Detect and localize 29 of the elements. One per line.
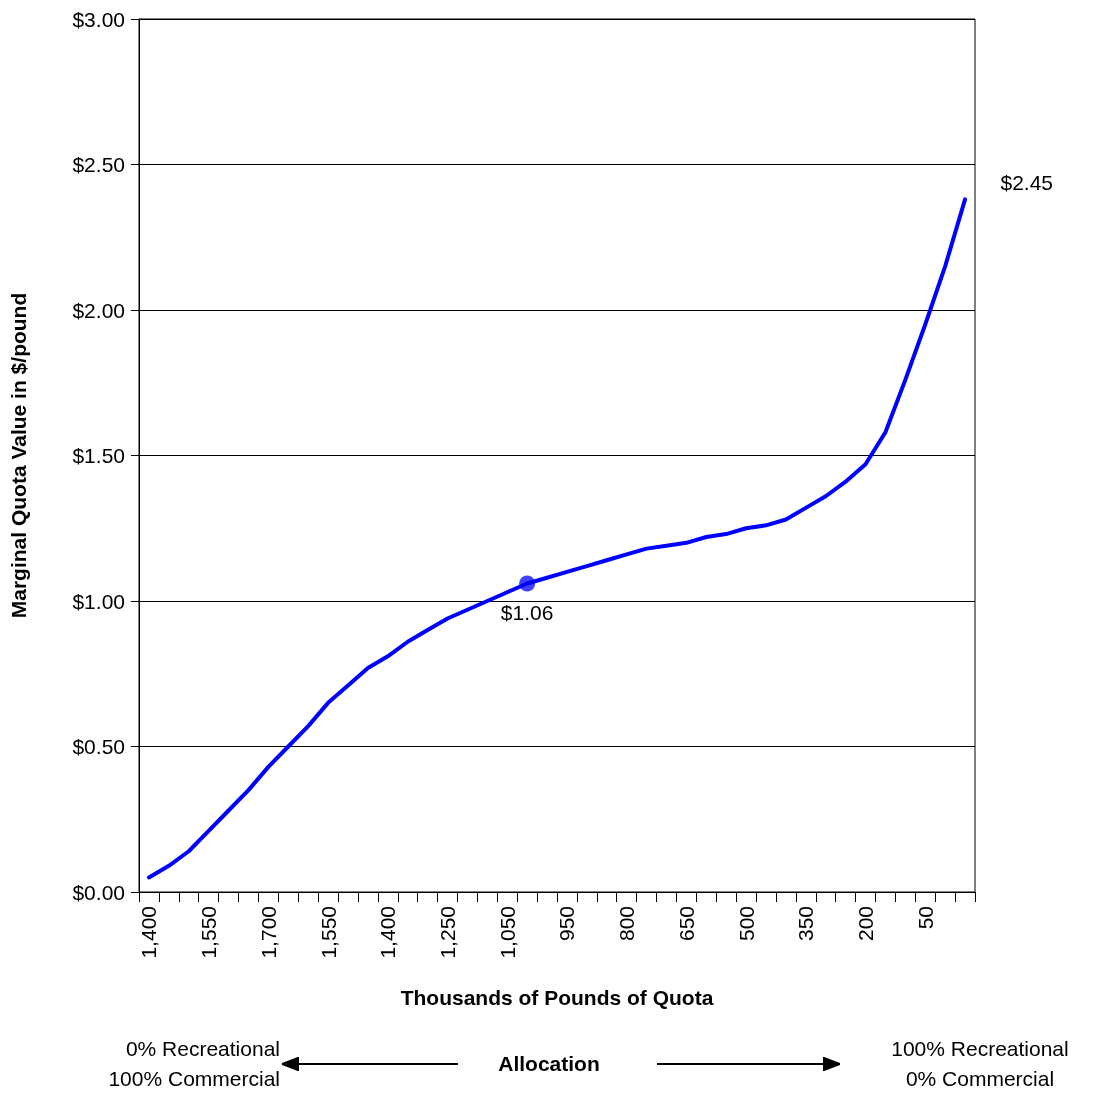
x-tick-label: 50 — [913, 906, 937, 930]
line-series — [146, 197, 968, 880]
x-tick-label: 1,550 — [197, 906, 221, 959]
x-tick-label: 800 — [615, 906, 639, 942]
y-tick-label: $1.50 — [72, 444, 125, 467]
x-tick-label: 350 — [794, 906, 818, 942]
y-tick-label: $0.00 — [72, 880, 125, 904]
y-tick-label: $3.00 — [72, 7, 125, 31]
x-tick-label: 1,250 — [436, 906, 460, 959]
y-tick-label: $0.50 — [72, 735, 125, 758]
x-tick-label: 1,400 — [376, 906, 400, 959]
y-tick-label: $2.00 — [72, 298, 125, 322]
x-tick-label: 1,400 — [137, 906, 161, 959]
x-tick-label: 1,700 — [256, 906, 280, 959]
x-tick-label: 950 — [555, 906, 579, 942]
y-tick-label: $2.50 — [72, 153, 125, 176]
y-tick-label: $1.00 — [72, 589, 125, 613]
x-tick-label: 200 — [854, 906, 878, 942]
y-axis-title: Marginal Quota Value in $/pound — [7, 292, 30, 619]
text: $2.45 — [1000, 171, 1054, 194]
text: Allocation — [498, 1052, 600, 1075]
x-tick-label: 500 — [734, 906, 758, 942]
x-tick-label: 650 — [674, 906, 698, 942]
data-label: $1.06 — [500, 600, 554, 624]
x-axis-title: Thousands of Pounds of Quota — [400, 986, 714, 1009]
x-tick-label: 1,550 — [316, 906, 340, 959]
text: 100% Recreational 0% Commercial — [890, 1036, 1070, 1092]
x-tick-label: 1,050 — [495, 906, 519, 959]
text: 0% Recreational 100% Commercial — [108, 1036, 280, 1092]
